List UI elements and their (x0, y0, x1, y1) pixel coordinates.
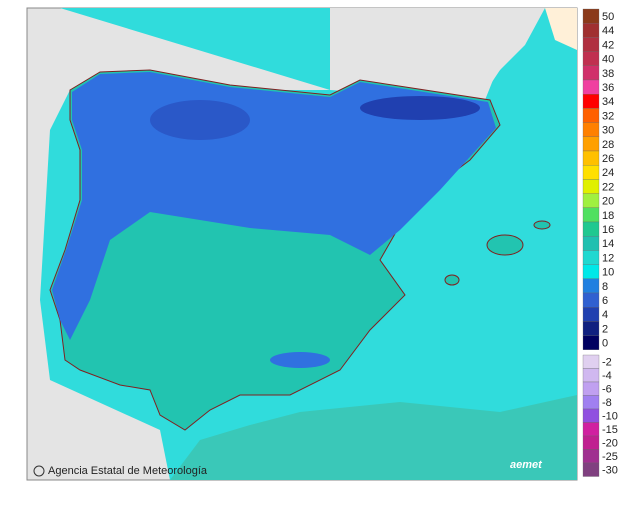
legend-label: 34 (602, 96, 614, 108)
legend-label: -4 (602, 370, 612, 382)
legend-label: 24 (602, 167, 614, 179)
legend-label: -2 (602, 357, 612, 369)
legend-swatch (582, 307, 600, 322)
legend-label: -10 (602, 411, 618, 423)
cold-north (52, 72, 496, 340)
legend-swatch (582, 65, 600, 81)
legend-swatch (582, 321, 600, 336)
legend-label: -30 (602, 465, 618, 477)
legend-label: -8 (602, 397, 612, 409)
legend-swatch (582, 236, 600, 251)
legend-label: 44 (602, 25, 614, 37)
legend-label: 18 (602, 210, 614, 222)
legend-swatch (582, 264, 600, 279)
legend-swatch (582, 422, 600, 437)
legend-label: 12 (602, 252, 614, 264)
legend-label: -15 (602, 424, 618, 436)
legend-swatch (582, 462, 600, 477)
legend-label: 32 (602, 110, 614, 122)
north-africa (170, 395, 577, 480)
legend-swatch (582, 408, 600, 423)
legend-label: 10 (602, 267, 614, 279)
legend-swatch (582, 221, 600, 237)
legend-label: 0 (602, 338, 608, 350)
legend-swatch (582, 122, 600, 137)
legend-label: 16 (602, 224, 614, 236)
copyright-icon (33, 465, 45, 477)
legend-label: -20 (602, 438, 618, 450)
legend-swatch (582, 335, 600, 350)
legend-label: 40 (602, 54, 614, 66)
legend-label: 42 (602, 39, 614, 51)
legend-swatch (582, 165, 600, 180)
legend-swatch (582, 37, 600, 52)
legend-swatch (582, 23, 600, 38)
legend-label: 14 (602, 238, 614, 250)
legend-swatch (582, 292, 600, 308)
legend-swatch (582, 207, 600, 223)
legend-label: 38 (602, 68, 614, 80)
sierra-nevada (270, 352, 330, 368)
legend-label: 6 (602, 295, 608, 307)
legend-swatch (582, 79, 600, 95)
legend-swatch (582, 381, 600, 396)
legend-swatch (582, 395, 600, 410)
legend-label: 26 (602, 153, 614, 165)
legend-label: 4 (602, 309, 608, 321)
legend-label: 36 (602, 82, 614, 94)
legend-swatch (582, 51, 600, 66)
legend-swatch (582, 449, 600, 464)
legend-swatch (582, 136, 600, 152)
legend-label: 50 (602, 11, 614, 23)
legend-label: -6 (602, 384, 612, 396)
legend-swatch (582, 150, 600, 166)
legend-swatch (582, 250, 600, 265)
credit: Agencia Estatal de Meteorología (48, 465, 208, 477)
legend-label: 20 (602, 196, 614, 208)
legend-swatch (582, 8, 600, 24)
legend-swatch (582, 108, 600, 123)
legend-swatch (582, 278, 600, 294)
mallorca (486, 234, 524, 256)
legend-swatch (582, 94, 600, 109)
legend-swatch (582, 179, 600, 194)
legend-label: 22 (602, 181, 614, 193)
legend-swatch (582, 435, 600, 450)
legend-label: 8 (602, 281, 608, 293)
logo: aemet (510, 459, 543, 471)
land-ne (545, 8, 577, 50)
legend-label: 28 (602, 139, 614, 151)
legend-label: 30 (602, 125, 614, 137)
pyrenees (360, 96, 480, 120)
legend-label: -25 (602, 451, 618, 463)
ibiza (444, 274, 460, 286)
menorca (533, 220, 551, 230)
legend-swatch (582, 193, 600, 208)
france (330, 8, 545, 100)
legend-label: 2 (602, 323, 608, 335)
cold-core (150, 100, 250, 140)
legend-swatch (582, 354, 600, 369)
legend-swatch (582, 368, 600, 383)
